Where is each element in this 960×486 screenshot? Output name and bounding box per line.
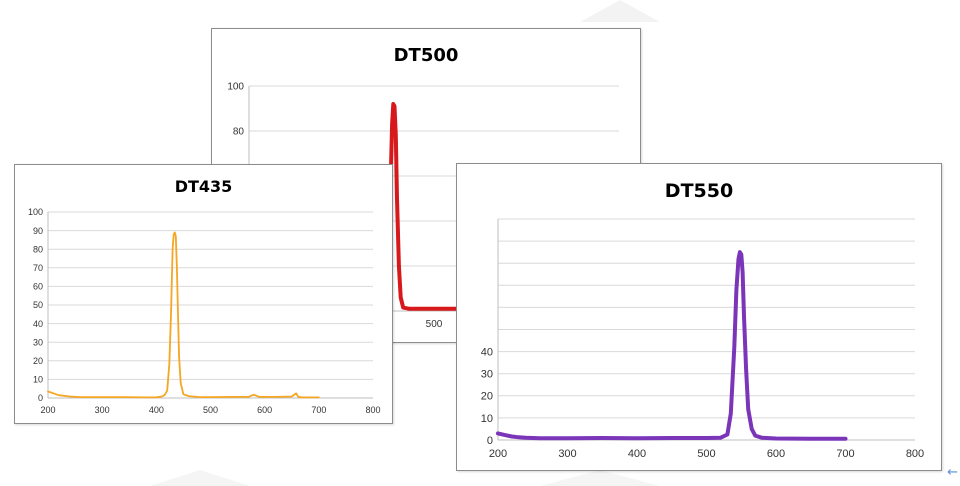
x-tick-label: 200: [489, 448, 507, 460]
y-tick-label: 50: [33, 300, 43, 310]
x-tick-label: 600: [257, 405, 272, 415]
series-line-dt435: [47, 231, 320, 399]
y-tick-label: 0: [38, 393, 43, 403]
y-tick-label: 10: [33, 375, 43, 385]
chart-panel-dt550: DT550 0 10 20 30 40 200 300 400 500 600 700 800: [456, 163, 942, 471]
y-tick-label: 30: [33, 337, 43, 347]
x-tick-label: 300: [95, 405, 110, 415]
x-tick-label: 500: [697, 448, 715, 460]
x-tick-label: 400: [149, 405, 164, 415]
x-tick-label: 700: [311, 405, 326, 415]
x-tick-label: 200: [40, 405, 55, 415]
y-tick-label: 80: [33, 244, 43, 254]
chart-title: DT435: [175, 177, 233, 196]
y-tick-label: 90: [33, 226, 43, 236]
chart-dt550: DT550 0 10 20 30 40 200 300 400 500 600 700 800: [481, 180, 924, 460]
y-tick-label: 80: [233, 127, 245, 138]
y-tick-label: 100: [227, 82, 244, 93]
chart-panel-dt435: DT435 0 10 20 30 40 50 60 70 80 90 100 200 300 400 500 6…: [14, 164, 393, 424]
x-tick-label: 400: [628, 448, 646, 460]
x-tick-label: 500: [203, 405, 218, 415]
y-tick-label: 20: [481, 391, 493, 403]
x-tick-label: 800: [906, 448, 924, 460]
y-tick-label: 60: [33, 282, 43, 292]
series-line-dt550: [496, 250, 848, 441]
y-tick-label: 70: [33, 263, 43, 273]
x-tick-label: 300: [558, 448, 576, 460]
chart-dt435: DT435 0 10 20 30 40 50 60 70 80 90 100 200 300 400 500 6…: [28, 177, 381, 415]
y-tick-label: 30: [481, 369, 493, 381]
y-tick-label: 10: [481, 413, 493, 425]
y-tick-label: 100: [28, 207, 43, 217]
x-tick-label: 500: [426, 319, 443, 330]
y-tick-label: 0: [487, 435, 493, 447]
x-tick-label: 800: [365, 405, 380, 415]
y-tick-label: 20: [33, 356, 43, 366]
left-arrow-icon[interactable]: ←: [947, 465, 958, 480]
y-tick-label: 40: [33, 319, 43, 329]
x-tick-label: 700: [836, 448, 854, 460]
chart-title: DT550: [665, 180, 733, 202]
y-tick-label: 40: [481, 346, 493, 358]
chart-title: DT500: [394, 45, 459, 66]
x-tick-label: 600: [767, 448, 785, 460]
